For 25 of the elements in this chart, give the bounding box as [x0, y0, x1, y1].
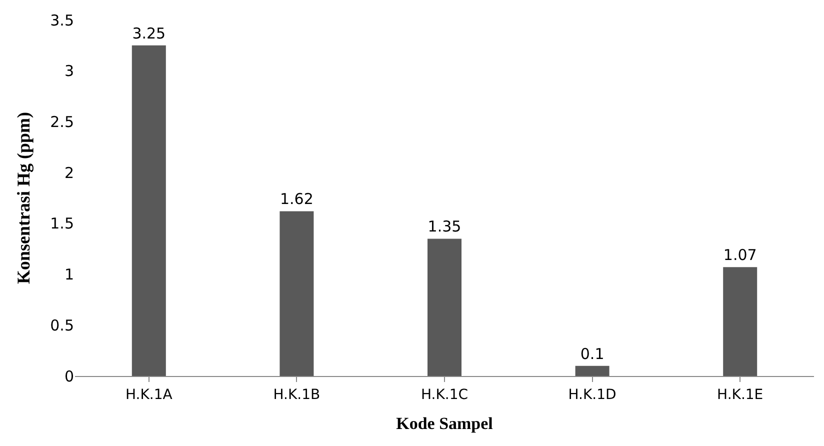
x-tick-label: H.K.1A — [125, 386, 173, 403]
y-tick-label: 0 — [64, 367, 74, 386]
y-tick-label: 0.5 — [50, 316, 74, 334]
y-tick-label: 3 — [64, 62, 74, 80]
bar — [575, 366, 610, 376]
bar — [280, 211, 314, 376]
bar — [428, 238, 462, 376]
y-tick-label: 2.5 — [50, 112, 74, 131]
y-tick-label: 1 — [64, 266, 74, 284]
y-axis-title: Konsentrasi Hg (ppm) — [13, 112, 34, 284]
bar — [723, 267, 758, 376]
x-tick-label: H.K.1D — [568, 386, 616, 403]
x-tick-label: H.K.1E — [717, 386, 764, 403]
data-label: 0.1 — [580, 344, 604, 363]
x-tick-label: H.K.1C — [420, 386, 468, 403]
bar — [132, 45, 166, 376]
x-tick-label: H.K.1B — [273, 386, 320, 403]
x-axis-title: Kode Sampel — [396, 414, 494, 434]
y-tick-label: 2 — [64, 164, 74, 182]
data-label: 1.62 — [280, 190, 314, 208]
data-label: 1.07 — [723, 246, 757, 264]
y-tick-label: 3.5 — [50, 11, 74, 30]
data-label: 1.35 — [428, 218, 462, 236]
data-label: 3.25 — [132, 24, 166, 42]
y-tick-label: 1.5 — [50, 214, 74, 233]
